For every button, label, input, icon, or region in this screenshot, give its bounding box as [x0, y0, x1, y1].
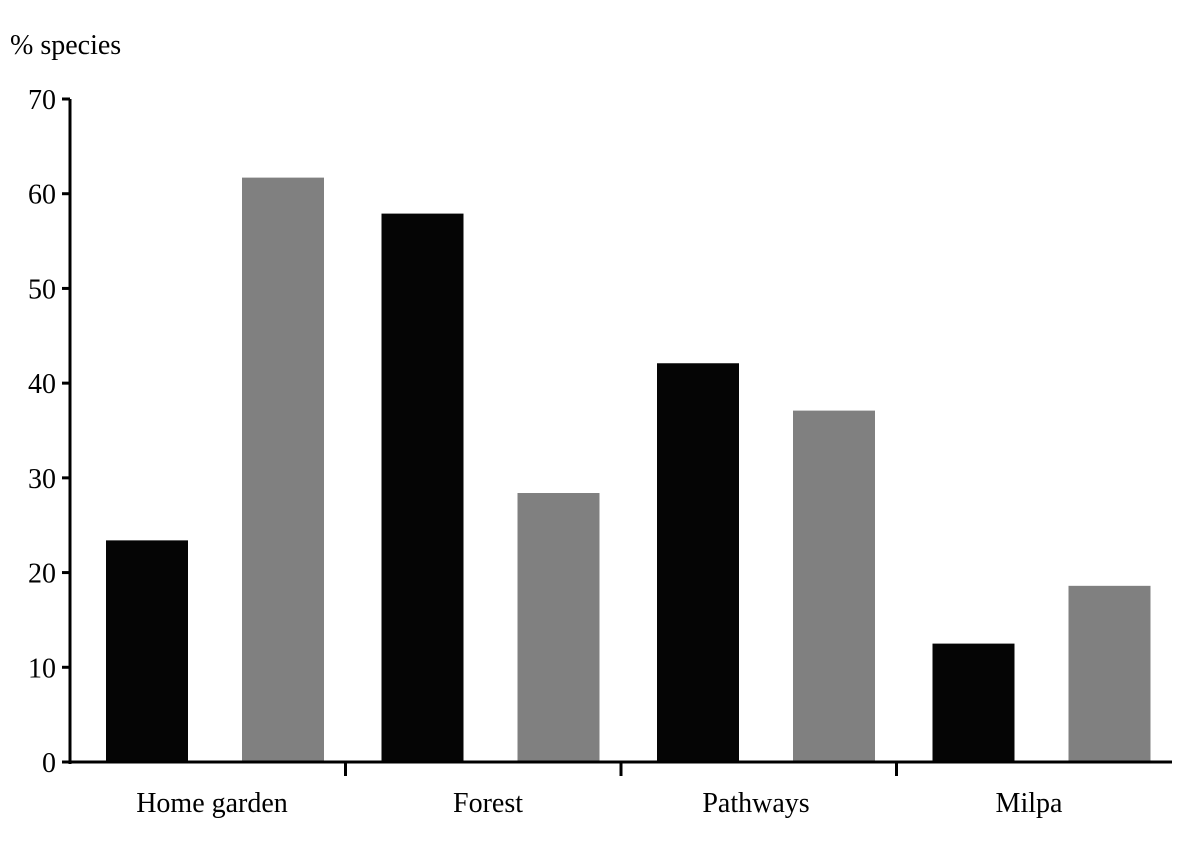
- bar-1-milpa: [932, 643, 1015, 762]
- bar-1-pathways: [657, 363, 739, 762]
- bar-1-home-garden: [106, 540, 188, 762]
- bar-2-milpa: [1068, 585, 1151, 762]
- bar-2-pathways: [793, 410, 875, 762]
- y-tick-label: 60: [28, 180, 56, 211]
- bar-2-home-garden: [242, 177, 324, 762]
- y-tick-label: 20: [28, 559, 56, 590]
- bars-group: [106, 177, 1151, 763]
- y-axis-label: % species: [10, 30, 121, 61]
- x-category-label: Milpa: [996, 788, 1063, 819]
- y-tick-label: 30: [28, 464, 56, 495]
- x-category-label: Forest: [453, 788, 523, 819]
- y-tick-label: 0: [42, 748, 56, 779]
- y-ticks-group: 0 10 20 30 40 50 60 70: [28, 85, 70, 779]
- y-tick-label: 50: [28, 274, 56, 305]
- x-category-label: Home garden: [136, 788, 288, 819]
- x-ticks-group: [344, 762, 898, 776]
- y-tick-label: 10: [28, 653, 56, 684]
- y-tick-label: 70: [28, 85, 56, 116]
- y-tick-label: 40: [28, 369, 56, 400]
- x-labels-group: Home garden Forest Pathways Milpa: [136, 788, 1063, 819]
- x-category-label: Pathways: [702, 788, 809, 819]
- bar-1-forest: [381, 213, 464, 763]
- bar-2-forest: [517, 493, 600, 762]
